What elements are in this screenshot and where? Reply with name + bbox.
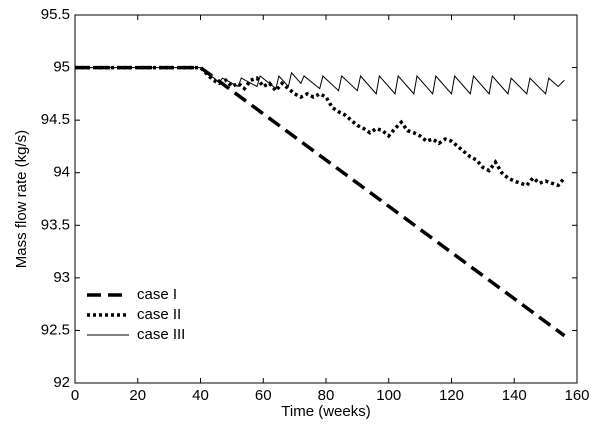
y-axis-label: Mass flow rate (kg/s): [13, 130, 30, 268]
legend-label: case III: [137, 326, 185, 343]
x-axis-label: Time (weeks): [281, 403, 370, 420]
x-tick-label: 80: [318, 387, 335, 404]
legend-label: case I: [137, 286, 177, 303]
x-tick-label: 60: [255, 387, 272, 404]
series-line: [75, 65, 566, 338]
y-tick-label: 92.5: [41, 321, 70, 338]
y-tick-label: 93.5: [41, 216, 70, 233]
series-line: [75, 65, 566, 188]
y-tick-label: 94: [53, 164, 70, 181]
x-tick-label: 0: [71, 387, 79, 404]
y-tick-label: 95.5: [41, 6, 70, 23]
legend-label: case II: [137, 306, 181, 323]
y-tick-label: 94.5: [41, 111, 70, 128]
x-tick-label: 100: [376, 387, 401, 404]
x-tick-label: 20: [129, 387, 146, 404]
x-tick-label: 160: [564, 387, 589, 404]
x-tick-label: 140: [502, 387, 527, 404]
y-tick-label: 95: [53, 59, 70, 76]
y-tick-label: 92: [53, 374, 70, 391]
series-line: [75, 67, 565, 95]
x-tick-label: 120: [439, 387, 464, 404]
y-tick-label: 93: [53, 269, 70, 286]
x-tick-label: 40: [192, 387, 209, 404]
